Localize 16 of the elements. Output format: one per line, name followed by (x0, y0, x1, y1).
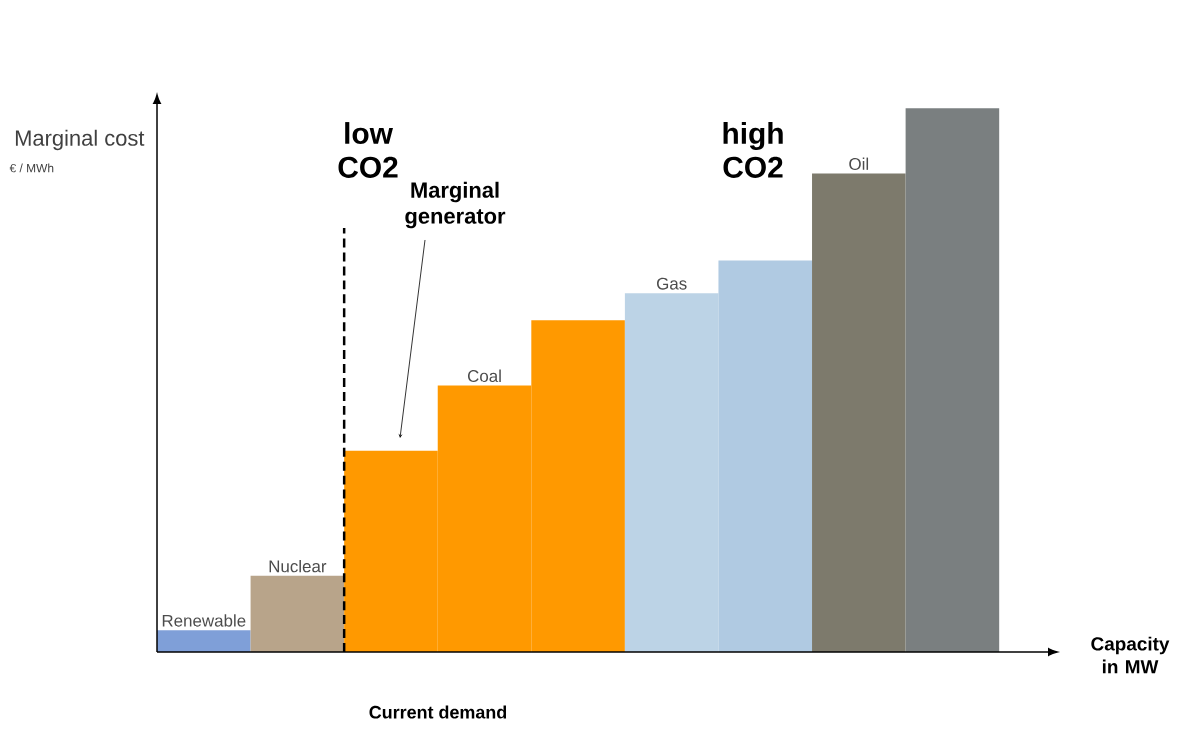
annotation: Marginal generator (405, 181, 506, 229)
x-tick-label: Oil (849, 157, 869, 171)
bar (250, 575, 345, 652)
annotation: low CO2 (338, 122, 398, 178)
y-axis-title: Marginal cost (15, 129, 145, 151)
x-tick-label: Nuclear (269, 559, 327, 573)
x-axis-title: Capacity in MW (1091, 636, 1170, 674)
text: € / MWh (9, 163, 54, 173)
x-tick-label: Coal (467, 369, 501, 383)
bar (812, 173, 906, 652)
annotation: high CO2 (723, 122, 783, 178)
text: Current demand (369, 705, 507, 719)
x-tick-label: Renewable (162, 614, 246, 627)
x-tick-label: Gas (657, 277, 687, 290)
bar (157, 630, 251, 652)
bar (905, 108, 1000, 652)
